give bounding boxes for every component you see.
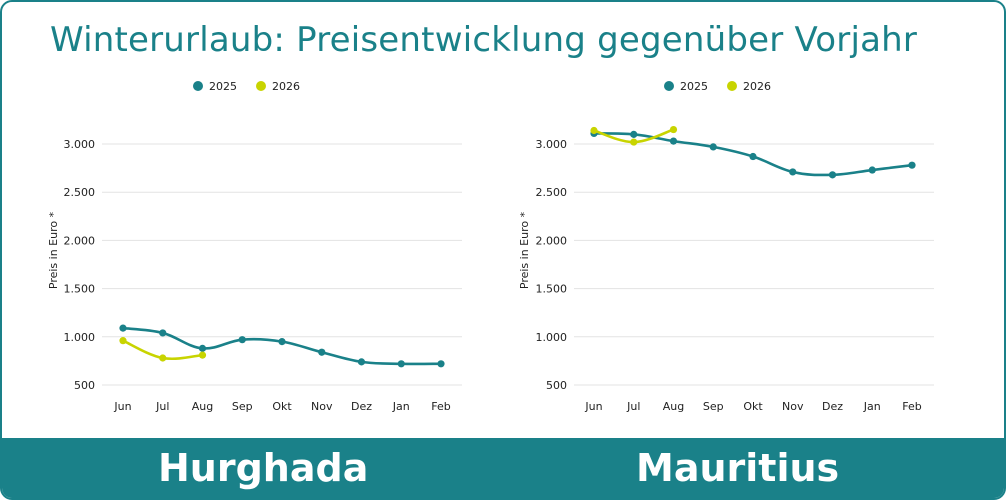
y-tick-label: 2.000	[64, 234, 96, 247]
x-tick-label: Aug	[192, 400, 213, 413]
legend-label-2026: 2026	[272, 80, 300, 93]
x-tick-label: Dez	[351, 400, 372, 413]
x-tick-label: Jun	[584, 400, 602, 413]
x-tick-label: Feb	[902, 400, 921, 413]
x-tick-label: Feb	[431, 400, 450, 413]
charts-canvas: 500 1.000 1.500 2.000 2.500 3.000 Jun Jul Aug Sep…	[47, 80, 934, 413]
page-title: Winterurlaub: Preisentwicklung gegenüber…	[50, 20, 918, 60]
y-axis-label: Preis in Euro *	[47, 211, 60, 289]
x-tick-label: Jan	[863, 400, 881, 413]
data-point-2025	[198, 344, 207, 352]
x-tick-label: Jun	[113, 400, 131, 413]
x-tick-label: Okt	[272, 400, 292, 413]
legend-label-2026: 2026	[743, 80, 771, 93]
data-point-2025	[789, 168, 797, 176]
panel-label-mauritius: Mauritius	[636, 446, 840, 490]
data-point-2026	[198, 351, 207, 359]
y-tick-label: 500	[74, 379, 95, 392]
y-tick-label: 2.000	[536, 234, 568, 247]
y-axis-label: Preis in Euro *	[518, 211, 531, 289]
x-tick-label: Jul	[626, 400, 640, 413]
data-point-2025	[397, 360, 405, 368]
data-point-2026	[119, 337, 127, 345]
chart-panel-1: 500 1.000 1.500 2.000 2.500 3.000 Jun Jul Aug Sep…	[47, 80, 462, 413]
data-point-2025	[119, 324, 127, 332]
x-tick-label: Okt	[743, 400, 763, 413]
legend-label-2025: 2025	[680, 80, 708, 93]
data-point-2025	[630, 130, 638, 138]
y-tick-label: 1.000	[536, 331, 568, 344]
y-tick-label: 3.000	[64, 138, 96, 151]
y-tick-label: 2.500	[64, 186, 96, 199]
data-point-2025	[868, 166, 876, 174]
data-point-2025	[278, 338, 286, 346]
data-point-2026	[590, 126, 598, 135]
data-point-2025	[437, 360, 445, 368]
data-point-2025	[318, 348, 326, 356]
y-tick-label: 3.000	[536, 138, 568, 151]
x-tick-label: Jan	[392, 400, 410, 413]
data-point-2025	[749, 152, 757, 161]
chart-panel-2: 500 1.000 1.500 2.000 2.500 3.000 Jun Jul Aug Sep…	[518, 80, 934, 413]
data-point-2025	[828, 171, 837, 179]
legend-marker-2026	[256, 81, 266, 91]
y-tick-label: 500	[546, 379, 567, 392]
y-tick-label: 2.500	[536, 186, 568, 199]
legend-marker-2025	[664, 81, 674, 91]
data-point-2025	[238, 336, 246, 344]
legend-marker-2025	[193, 81, 203, 91]
y-tick-label: 1.000	[64, 331, 96, 344]
y-tick-label: 1.500	[536, 283, 568, 296]
x-tick-label: Jul	[155, 400, 169, 413]
legend-marker-2026	[727, 81, 737, 91]
y-tick-label: 1.500	[64, 283, 96, 296]
data-point-2026	[159, 354, 167, 362]
footer-bar: Hurghada Mauritius	[2, 438, 1004, 498]
x-tick-label: Sep	[703, 400, 724, 413]
x-tick-label: Sep	[232, 400, 253, 413]
panel-label-hurghada: Hurghada	[158, 446, 369, 490]
x-tick-label: Nov	[782, 400, 804, 413]
data-point-2026	[669, 125, 678, 134]
data-point-2025	[159, 329, 167, 337]
data-point-2025	[669, 137, 678, 145]
x-tick-label: Aug	[663, 400, 684, 413]
x-tick-label: Dez	[822, 400, 843, 413]
data-point-2025	[709, 143, 717, 151]
data-point-2025	[908, 161, 916, 169]
data-point-2025	[357, 358, 366, 366]
data-point-2026	[630, 138, 638, 146]
x-tick-label: Nov	[311, 400, 333, 413]
legend-label-2025: 2025	[209, 80, 237, 93]
